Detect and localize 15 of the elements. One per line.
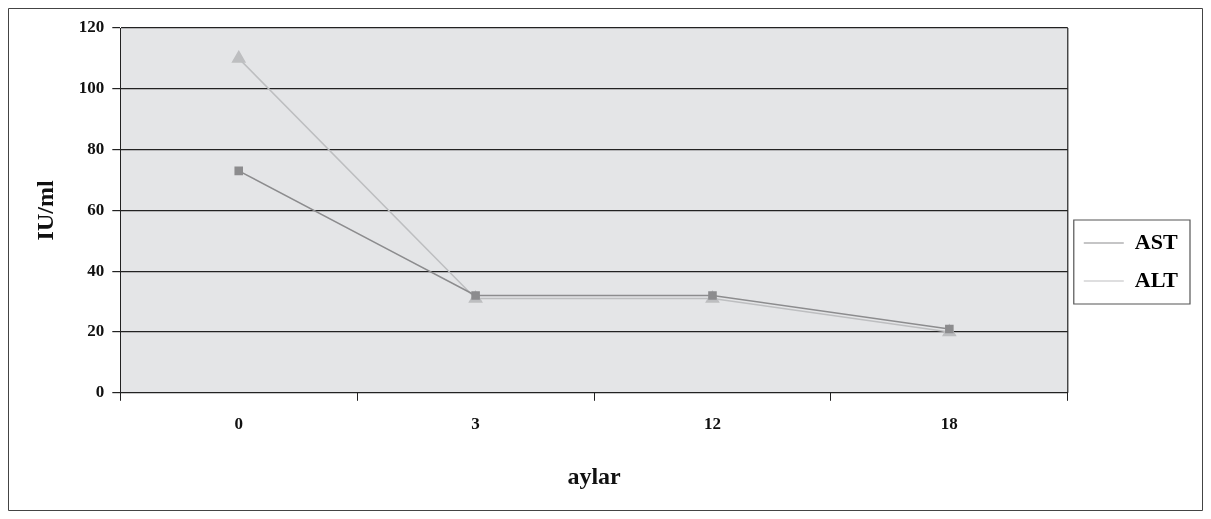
legend-label: AST [1134,228,1178,254]
y-tick-label: 120 [78,17,105,37]
y-tick-label: 0 [95,382,105,402]
y-axis-title: IU/ml [31,180,58,241]
y-tick-label: 40 [87,260,105,280]
y-tick-label: 60 [87,199,105,219]
legend-label: ALT [1134,266,1179,292]
y-tick-label: 20 [87,321,105,341]
x-axis-title: aylar [567,462,622,489]
y-tick-label: 100 [78,78,105,98]
x-tick-label: 18 [940,414,958,434]
x-tick-label: 3 [471,414,480,434]
x-tick-label: 12 [703,414,721,434]
y-tick-label: 80 [87,138,105,158]
x-tick-label: 0 [234,414,243,434]
